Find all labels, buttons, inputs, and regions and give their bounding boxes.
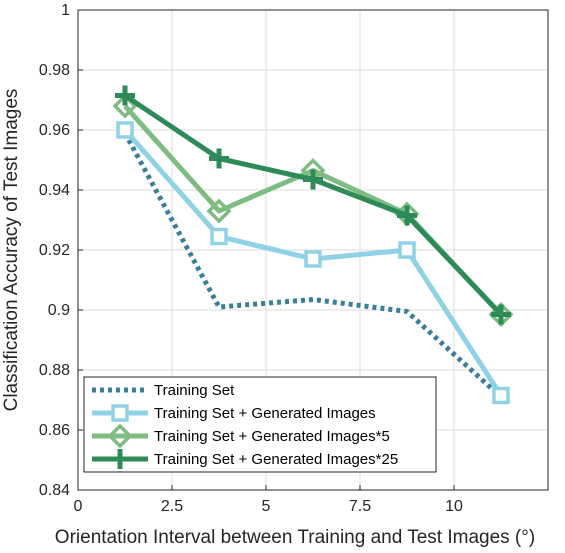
legend-marker — [107, 423, 133, 449]
x-axis-label: Orientation Interval between Training an… — [55, 527, 535, 548]
y-tick-label: 0.88 — [39, 362, 70, 379]
legend-item: Training Set + Generated Images*5 — [92, 423, 390, 449]
series-1 — [122, 131, 503, 399]
legend-label: Training Set + Generated Images*25 — [154, 451, 398, 468]
y-axis-label: Classification Accuracy of Test Images — [1, 89, 22, 412]
legend: Training Set Training Set + Generated Ima… — [83, 376, 437, 473]
legend-marker — [111, 404, 129, 422]
legend-label: Training Set + Generated Images*5 — [154, 428, 390, 445]
legend-label: Training Set + Generated Images — [154, 405, 376, 422]
y-tick-label: 0.86 — [39, 422, 70, 439]
tick-layer: 0 2.5 5 7.5 10 0.84 0.86 0.88 0.9 0.92 0.94 0.96 0.9… — [39, 2, 463, 515]
y-tick-label: 0.9 — [48, 302, 70, 319]
data-point-marker — [206, 198, 232, 224]
series-4 — [115, 85, 511, 325]
y-tick-label: 0.98 — [39, 62, 70, 79]
series-layer — [112, 85, 514, 405]
legend-item: Training Set + Generated Images*25 — [92, 449, 398, 469]
x-tick-label: 10 — [445, 498, 463, 515]
x-tick-label: 0 — [74, 498, 83, 515]
data-point-marker — [209, 148, 229, 169]
data-point-marker — [210, 227, 228, 246]
legend-box — [83, 376, 437, 473]
legend-label: Training Set — [154, 382, 235, 399]
data-point-marker — [303, 169, 323, 190]
data-point-marker — [397, 205, 417, 226]
data-point-marker — [398, 241, 416, 259]
legend-item: Training Set + Generated Images — [92, 404, 376, 422]
y-tick-label: 1 — [61, 2, 70, 19]
x-tick-label: 2.5 — [161, 498, 183, 515]
legend-marker — [110, 449, 130, 469]
data-point-marker — [115, 85, 135, 106]
x-tick-label: 5 — [262, 498, 271, 515]
data-point-marker — [116, 121, 134, 139]
x-tick-label: 7.5 — [349, 498, 371, 515]
y-tick-label: 0.96 — [39, 122, 70, 139]
series-line — [122, 131, 503, 399]
data-point-marker — [491, 304, 511, 325]
legend-item: Training Set — [92, 382, 235, 399]
y-tick-label: 0.84 — [39, 482, 70, 499]
data-point-marker — [304, 250, 322, 268]
y-tick-label: 0.94 — [39, 182, 70, 199]
series-2 — [116, 121, 510, 405]
y-tick-label: 0.92 — [39, 242, 70, 259]
data-point-marker — [492, 386, 510, 405]
